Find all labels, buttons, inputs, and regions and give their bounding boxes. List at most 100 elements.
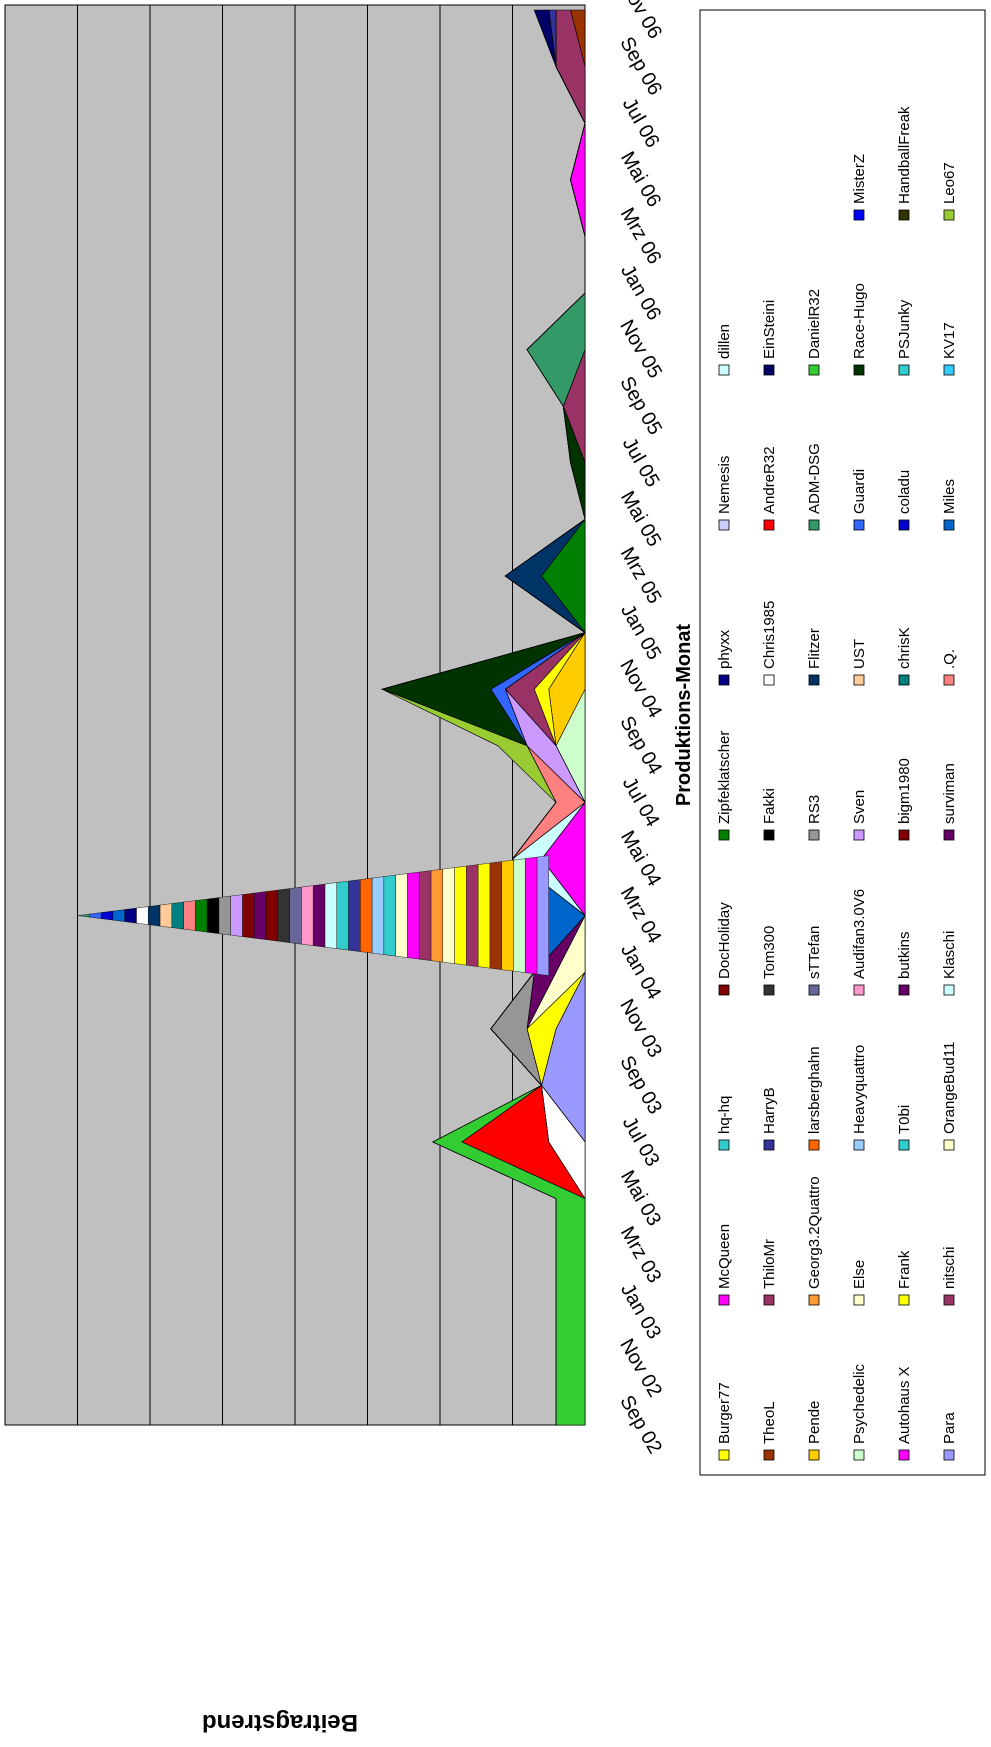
legend-label: sTTefan: [806, 926, 823, 979]
peak-spike-segment: [477, 862, 491, 969]
legend-item: TheoL: [761, 1401, 778, 1461]
peak-spike-segment: [159, 903, 172, 928]
legend-item: Sven: [851, 790, 868, 841]
legend-item: KV17: [941, 322, 958, 376]
legend-label: HarryB: [761, 1087, 778, 1134]
peak-spike-segment: [147, 904, 161, 927]
peak-spike-segment: [171, 901, 184, 930]
legend-label: butkins: [896, 931, 913, 979]
peak-spike-segment: [289, 886, 302, 945]
legend-label: Frank: [896, 1250, 913, 1289]
legend-label: phyxx: [716, 629, 733, 669]
legend-swatch: [763, 1139, 775, 1151]
plot-area: [4, 4, 586, 1426]
peak-spike-segment: [418, 870, 432, 961]
legend-swatch: [763, 364, 775, 376]
legend-label: Heavyquattro: [851, 1045, 868, 1134]
legend-item: Else: [851, 1260, 868, 1306]
legend-item: Tom300: [761, 926, 778, 996]
legend-swatch: [898, 364, 910, 376]
area-series: [77, 9, 586, 1426]
legend-label: Burger77: [716, 1382, 733, 1444]
legend-label: Guardi: [851, 469, 868, 514]
legend-item: AndreR32: [761, 446, 778, 531]
gridlines: [77, 5, 513, 1425]
legend-swatch: [808, 1449, 820, 1461]
legend-swatch: [898, 829, 910, 841]
legend-swatch: [898, 519, 910, 531]
legend-swatch: [853, 829, 865, 841]
legend-item: hq-hq: [716, 1096, 733, 1151]
legend-item: nitschi: [941, 1246, 958, 1306]
legend-label: coladu: [896, 470, 913, 514]
legend-swatch: [808, 829, 820, 841]
legend-item: Flitzer: [806, 628, 823, 686]
legend-label: chrisK: [896, 627, 913, 669]
legend-swatch: [898, 1139, 910, 1151]
legend-label: PSJunky: [896, 299, 913, 359]
legend-item: ThiloMr: [761, 1239, 778, 1306]
peak-spike-segment: [301, 885, 314, 946]
legend-item: ADM-DSG: [806, 443, 823, 531]
legend-swatch: [763, 829, 775, 841]
y-axis-title: Beitragstrend: [202, 1709, 358, 1736]
legend-label: hq-hq: [716, 1096, 733, 1134]
legend-item: Fakki: [761, 788, 778, 841]
legend: Para Autohaus X Psychedelic Pende TheoL Burge…: [699, 9, 986, 1476]
legend-item: coladu: [896, 470, 913, 531]
legend-label: Else: [851, 1260, 868, 1289]
legend-label: Tom300: [761, 926, 778, 979]
legend-label: Flitzer: [806, 628, 823, 669]
legend-item: phyxx: [716, 629, 733, 686]
legend-swatch: [718, 364, 730, 376]
legend-swatch: [943, 1449, 955, 1461]
legend-swatch: [898, 1294, 910, 1306]
legend-swatch: [943, 1294, 955, 1306]
legend-swatch: [718, 519, 730, 531]
legend-item: HarryB: [761, 1087, 778, 1151]
legend-label: RS3: [806, 795, 823, 824]
peak-spike-segment: [124, 907, 137, 924]
peak-spike-segment: [383, 874, 396, 957]
legend-label: TheoL: [761, 1401, 778, 1444]
legend-item: Para: [941, 1412, 958, 1461]
legend-swatch: [898, 984, 910, 996]
legend-item: McQueen: [716, 1224, 733, 1306]
peak-spike-segment: [312, 883, 326, 948]
legend-item: surviman: [941, 763, 958, 841]
peak-spike-segment: [348, 879, 361, 952]
legend-item: Leo67: [941, 162, 958, 221]
peak-spike-segment: [489, 861, 502, 970]
peak-spike-segment: [395, 873, 408, 958]
legend-label: Georg3.2Quattro: [806, 1176, 823, 1289]
peak-spike-segment: [442, 867, 455, 964]
legend-box: [699, 9, 986, 1476]
x-axis-title: Produktions-Monat: [673, 624, 695, 807]
legend-label: ADM-DSG: [806, 443, 823, 514]
legend-swatch: [943, 519, 955, 531]
legend-swatch: [853, 1139, 865, 1151]
legend-swatch: [763, 1449, 775, 1461]
peak-spike-segment: [336, 880, 349, 951]
legend-swatch: [718, 1449, 730, 1461]
legend-label: nitschi: [941, 1246, 958, 1289]
legend-label: Pende: [806, 1401, 823, 1444]
legend-item: DocHoliday: [716, 902, 733, 996]
legend-swatch: [943, 984, 955, 996]
legend-swatch: [943, 364, 955, 376]
legend-label: EinSteini: [761, 300, 778, 359]
legend-label: larsberghahn: [806, 1046, 823, 1134]
legend-item: Race-Hugo: [851, 283, 868, 376]
legend-item: Autohaus X: [896, 1366, 913, 1461]
legend-label: DanielR32: [806, 289, 823, 359]
legend-swatch: [853, 364, 865, 376]
legend-item: Frank: [896, 1250, 913, 1306]
legend-label: AndreR32: [761, 446, 778, 514]
peak-spike-segment: [112, 909, 125, 922]
legend-label: Psychedelic: [851, 1363, 868, 1444]
peak-spike-segment: [536, 855, 549, 976]
legend-label: OrangeBud11: [941, 1042, 958, 1134]
legend-label: Nemesis: [716, 456, 733, 514]
legend-label: McQueen: [716, 1224, 733, 1289]
peak-spike-segment: [230, 894, 243, 937]
